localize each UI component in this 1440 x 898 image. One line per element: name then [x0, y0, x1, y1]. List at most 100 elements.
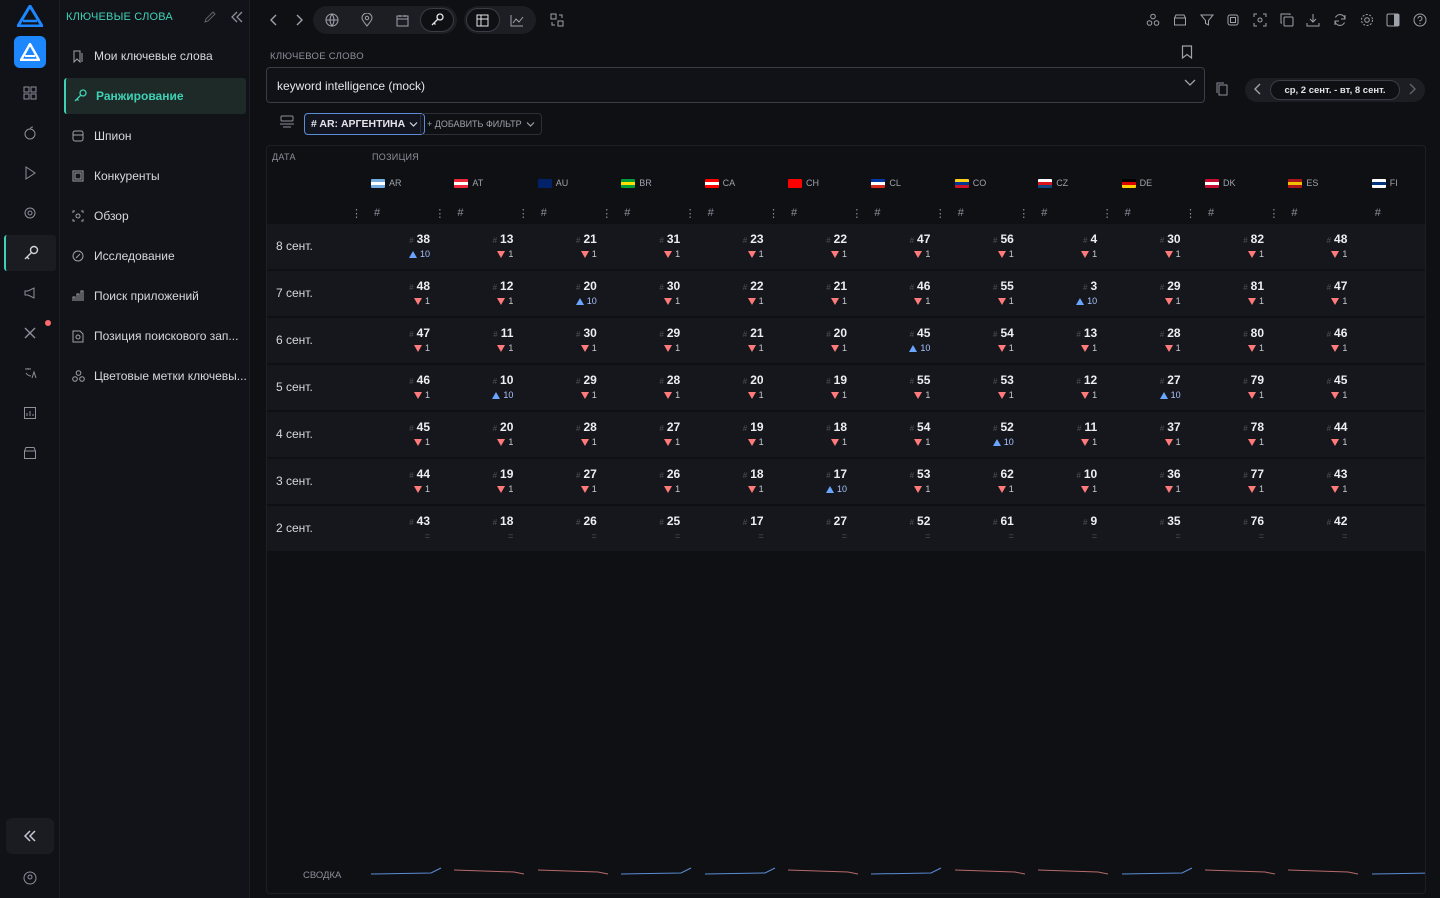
chart-view-icon[interactable] — [506, 9, 528, 31]
country-header-au[interactable]: AU — [537, 177, 568, 189]
rank-cell[interactable]: #17 10 — [807, 459, 847, 504]
country-header-at[interactable]: AT — [454, 177, 483, 189]
sidebar-item-color-tags[interactable]: Цветовые метки ключевы... — [64, 358, 246, 394]
rank-cell[interactable]: #76 = — [1224, 506, 1264, 551]
store-filter-icon[interactable] — [1172, 12, 1188, 28]
keywords-key-icon[interactable] — [4, 235, 56, 271]
rank-cell[interactable]: #54 1 — [974, 318, 1014, 363]
rank-cell[interactable]: #23 1 — [724, 224, 764, 269]
store-icon[interactable] — [20, 443, 40, 463]
filter-layers-icon[interactable] — [279, 115, 295, 132]
rank-cell[interactable]: #30 1 — [557, 318, 597, 363]
rank-cell[interactable]: #47 1 — [390, 318, 430, 363]
column-menu-icon[interactable]: ⋮ — [1185, 208, 1196, 220]
rank-cell[interactable]: #53 1 — [974, 365, 1014, 410]
key-mode-icon[interactable] — [426, 9, 448, 31]
rank-cell[interactable]: #19 1 — [807, 365, 847, 410]
rank-cell[interactable]: #48 1 — [1307, 224, 1348, 269]
rank-cell[interactable]: #27 1 — [557, 459, 597, 504]
column-menu-icon[interactable]: ⋮ — [1018, 208, 1030, 220]
forward-chevron-icon[interactable] — [288, 9, 310, 31]
sidebar-item-ranking[interactable]: Ранжирование — [64, 78, 246, 114]
add-filter-button[interactable]: + ДОБАВИТЬ ФИЛЬТР — [420, 113, 542, 135]
country-header-de[interactable]: DE — [1121, 177, 1152, 189]
rank-cell[interactable]: #18 1 — [724, 459, 764, 504]
focus-icon[interactable] — [1252, 12, 1268, 28]
rank-cell[interactable]: #4 1 — [1057, 224, 1097, 269]
rank-cell[interactable]: #20 10 — [557, 271, 597, 316]
settings-gear-icon[interactable] — [1359, 12, 1375, 28]
rank-cell[interactable]: #46 1 — [390, 365, 430, 410]
edit-pencil-icon[interactable] — [203, 10, 217, 27]
rank-cell[interactable]: #27 = — [807, 506, 847, 551]
country-header-co[interactable]: CO — [954, 177, 986, 189]
rank-cell[interactable]: #12 1 — [473, 271, 514, 316]
rank-cell[interactable]: #28 1 — [1141, 318, 1181, 363]
sidebar-item-app-search[interactable]: Поиск приложений — [64, 278, 246, 314]
rank-cell[interactable]: #27 1 — [640, 412, 680, 457]
rank-cell[interactable]: #30 1 — [1141, 224, 1181, 269]
rank-cell[interactable]: #10 10 — [473, 365, 513, 410]
refresh-icon[interactable] — [1332, 12, 1348, 28]
rank-cell[interactable]: #38 10 — [390, 224, 430, 269]
rank-cell[interactable]: #9 = — [1057, 506, 1097, 551]
sidebar-item-research[interactable]: Исследование — [64, 238, 246, 274]
calendar-icon[interactable] — [391, 9, 413, 31]
column-menu-icon[interactable]: ⋮ — [601, 208, 613, 220]
reports-icon[interactable] — [20, 403, 40, 423]
rank-cell[interactable]: #18 1 — [807, 412, 847, 457]
group-icon[interactable] — [1145, 12, 1161, 28]
rank-cell[interactable]: #21 1 — [724, 318, 764, 363]
country-header-cz[interactable]: CZ — [1038, 177, 1068, 189]
rank-cell[interactable]: #54 1 — [890, 412, 931, 457]
rank-cell[interactable]: #26 = — [557, 506, 597, 551]
rank-cell[interactable]: #10 1 — [1057, 459, 1097, 504]
rank-cell[interactable]: #17 = — [724, 506, 764, 551]
bookmark-icon[interactable] — [1181, 45, 1193, 62]
apple-icon[interactable] — [20, 123, 40, 143]
rank-cell[interactable]: #44 1 — [390, 459, 430, 504]
column-menu-icon[interactable]: ⋮ — [1268, 208, 1280, 220]
copy-keyword-icon[interactable] — [1216, 82, 1228, 99]
rank-cell[interactable]: #13 1 — [473, 224, 514, 269]
rank-cell[interactable]: #43 = — [390, 506, 430, 551]
rank-cell[interactable]: #25 = — [640, 506, 680, 551]
rank-cell[interactable]: #47 1 — [890, 224, 931, 269]
rank-cell[interactable]: #46 1 — [1307, 318, 1348, 363]
rank-cell[interactable]: #43 1 — [1307, 459, 1348, 504]
country-header-es[interactable]: ES — [1288, 177, 1318, 189]
rank-cell[interactable]: #3 10 — [1057, 271, 1097, 316]
play-store-icon[interactable] — [20, 163, 40, 183]
rank-cell[interactable]: #22 1 — [807, 224, 847, 269]
rank-cell[interactable]: #28 1 — [557, 412, 597, 457]
rank-cell[interactable]: #42 = — [1307, 506, 1348, 551]
column-menu-icon[interactable]: ⋮ — [851, 208, 863, 220]
country-filter-chip[interactable]: # AR: АРГЕНТИНА — [304, 113, 426, 135]
country-header-dk[interactable]: DK — [1205, 177, 1236, 189]
rank-cell[interactable]: #21 1 — [557, 224, 597, 269]
rank-cell[interactable]: #55 1 — [974, 271, 1014, 316]
table-view-icon[interactable] — [471, 9, 493, 31]
rank-cell[interactable]: #80 1 — [1224, 318, 1264, 363]
target-icon[interactable] — [20, 203, 40, 223]
sidebar-item-competitors[interactable]: Конкуренты — [64, 158, 246, 194]
country-header-ar[interactable]: AR — [371, 177, 402, 189]
rank-cell[interactable]: #56 1 — [974, 224, 1014, 269]
rank-cell[interactable]: #62 1 — [974, 459, 1014, 504]
rank-cell[interactable]: #20 1 — [724, 365, 764, 410]
megaphone-icon[interactable] — [20, 283, 40, 303]
sidebar-item-spy[interactable]: Шпион — [64, 118, 246, 154]
translate-icon[interactable] — [20, 363, 40, 383]
column-menu-icon[interactable]: ⋮ — [517, 208, 529, 220]
sidebar-item-my-keywords[interactable]: Мои ключевые слова — [64, 38, 246, 74]
app-switcher-button[interactable] — [14, 36, 46, 68]
rank-cell[interactable]: #55 1 — [890, 365, 931, 410]
rank-cell[interactable]: #13 1 — [1057, 318, 1097, 363]
rank-cell[interactable]: #45 1 — [390, 412, 430, 457]
rank-cell[interactable]: #27 10 — [1141, 365, 1181, 410]
copy-icon[interactable] — [1279, 12, 1295, 28]
rank-cell[interactable]: #46 1 — [890, 271, 931, 316]
tools-icon[interactable] — [20, 323, 40, 343]
country-header-fi[interactable]: FI — [1371, 177, 1398, 189]
rank-cell[interactable]: #20 1 — [473, 412, 514, 457]
